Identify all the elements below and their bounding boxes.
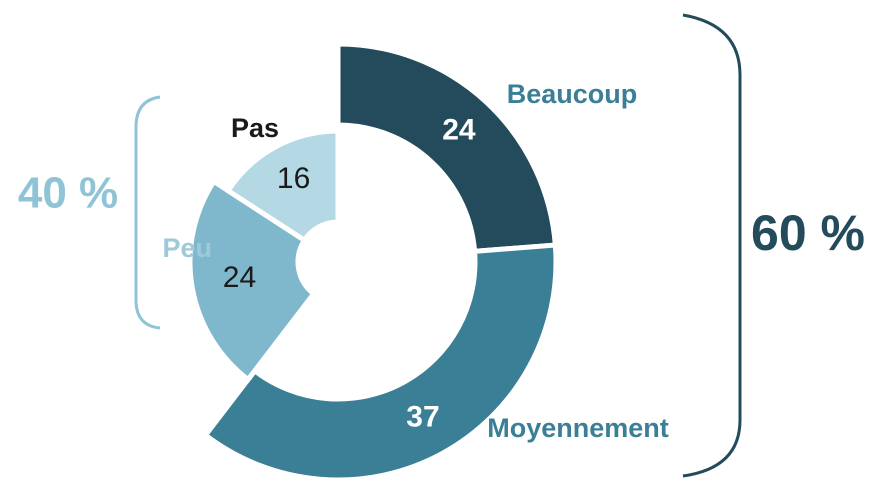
donut-segment bbox=[202, 242, 559, 479]
donut-segment bbox=[224, 128, 341, 244]
value-label: 16 bbox=[277, 162, 310, 195]
category-label: Peu bbox=[162, 233, 212, 263]
value-label: 37 bbox=[406, 400, 439, 433]
bracket-left bbox=[134, 95, 161, 330]
category-label: Beaucoup bbox=[507, 79, 638, 109]
category-label: Pas bbox=[231, 113, 279, 143]
annotation: 40 % bbox=[18, 169, 118, 218]
bracket-right bbox=[682, 13, 742, 478]
annotation: 60 % bbox=[751, 205, 865, 261]
value-label: 24 bbox=[223, 261, 256, 294]
donut-segment bbox=[187, 177, 318, 384]
donut-segment bbox=[335, 41, 559, 255]
value-label: 24 bbox=[442, 113, 476, 146]
category-label: Moyennement bbox=[487, 413, 669, 443]
